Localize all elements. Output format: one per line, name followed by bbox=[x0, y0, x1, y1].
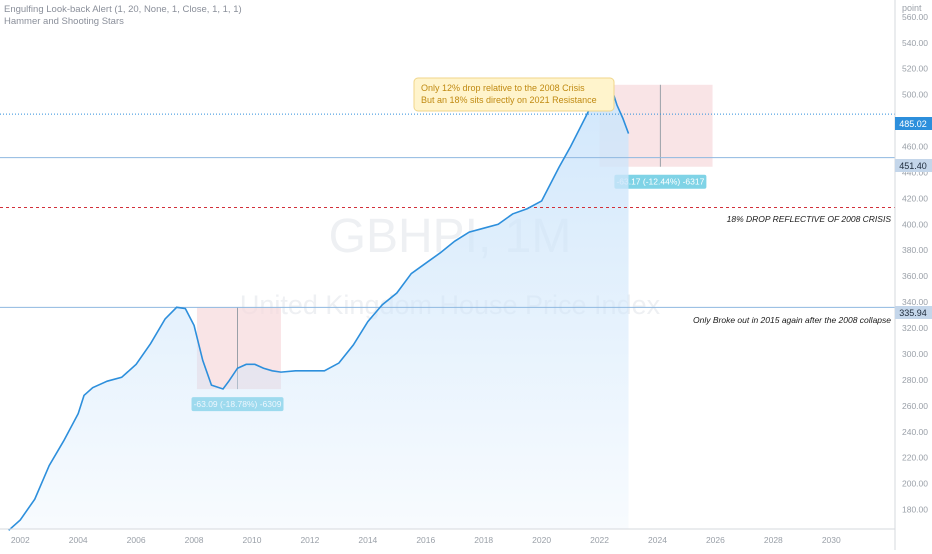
callout-line-1: Only 12% drop relative to the 2008 Crisi… bbox=[421, 83, 585, 93]
measure-label-2: -63.17 (-12.44%) -6317 bbox=[616, 177, 704, 187]
breakout-label: Only Broke out in 2015 again after the 2… bbox=[693, 315, 891, 325]
y-tick-1: 180.00 bbox=[902, 505, 928, 515]
x-tick-1: 2002 bbox=[11, 535, 30, 545]
y-tick-18: 520.00 bbox=[902, 64, 928, 74]
price-line[interactable] bbox=[8, 84, 630, 531]
y-tick-14: 440.00 bbox=[902, 167, 928, 177]
callout-line-2: But an 18% sits directly on 2021 Resista… bbox=[421, 95, 597, 105]
y-tick-3: 220.00 bbox=[902, 453, 928, 463]
drop-line-label: 18% DROP REFLECTIVE OF 2008 CRISIS bbox=[727, 214, 892, 224]
hline-layer bbox=[0, 113, 895, 308]
callout-note[interactable]: Only 12% drop relative to the 2008 Crisi… bbox=[413, 77, 615, 112]
y-tick-7: 300.00 bbox=[902, 349, 928, 359]
indicator-engulfing[interactable]: Engulfing Look-back Alert (1, 20, None, … bbox=[4, 4, 242, 15]
x-tick-4: 2008 bbox=[185, 535, 204, 545]
y-tick-13: 420.00 bbox=[902, 193, 928, 203]
x-tick-5: 2010 bbox=[243, 535, 262, 545]
x-tick-2: 2004 bbox=[69, 535, 88, 545]
y-tick-15: 460.00 bbox=[902, 142, 928, 152]
x-ticks: 2002 2004 2006 2008 2010 2012 2014 2016 2018 2020… bbox=[11, 535, 841, 545]
x-tick-6: 2012 bbox=[300, 535, 319, 545]
y-tick-2: 200.00 bbox=[902, 479, 928, 489]
y-tick-19: 540.00 bbox=[902, 38, 928, 48]
price-labels: 485.02 451.40 335.94 bbox=[895, 117, 932, 319]
x-tick-13: 2026 bbox=[706, 535, 725, 545]
y-tick-9: 340.00 bbox=[902, 297, 928, 307]
price-area bbox=[8, 85, 629, 531]
support-price-badge bbox=[895, 306, 932, 319]
indicator-hammer[interactable]: Hammer and Shooting Stars bbox=[4, 16, 124, 27]
x-tick-7: 2014 bbox=[358, 535, 377, 545]
resistance-price-label: 451.40 bbox=[899, 161, 927, 171]
callout-box bbox=[413, 77, 615, 112]
support-price-label: 335.94 bbox=[899, 308, 927, 318]
current-price-badge bbox=[895, 117, 932, 130]
y-tick-10: 360.00 bbox=[902, 271, 928, 281]
y-tick-4: 240.00 bbox=[902, 427, 928, 437]
measure-badge-2 bbox=[614, 174, 707, 189]
y-tick-8: 320.00 bbox=[902, 323, 928, 333]
x-tick-11: 2022 bbox=[590, 535, 609, 545]
x-tick-12: 2024 bbox=[648, 535, 667, 545]
y-tick-20: 560.00 bbox=[902, 12, 928, 22]
x-tick-15: 2030 bbox=[822, 535, 841, 545]
y-tick-12: 400.00 bbox=[902, 219, 928, 229]
y-axis-title: point bbox=[902, 3, 922, 13]
line-layer bbox=[8, 84, 630, 531]
x-tick-10: 2020 bbox=[532, 535, 551, 545]
y-tick-11: 380.00 bbox=[902, 245, 928, 255]
y-tick-5: 260.00 bbox=[902, 401, 928, 411]
y-tick-17: 500.00 bbox=[902, 90, 928, 100]
y-tick-6: 280.00 bbox=[902, 375, 928, 385]
x-tick-9: 2018 bbox=[474, 535, 493, 545]
x-tick-14: 2028 bbox=[764, 535, 783, 545]
y-ticks: 180.00 200.00 220.00 240.00 260.00 280.00 300.… bbox=[902, 12, 928, 515]
x-tick-8: 2016 bbox=[416, 535, 435, 545]
resistance-price-badge bbox=[895, 159, 932, 172]
area-layer bbox=[8, 85, 629, 531]
current-price-label: 485.02 bbox=[899, 119, 927, 129]
x-tick-3: 2006 bbox=[127, 535, 146, 545]
